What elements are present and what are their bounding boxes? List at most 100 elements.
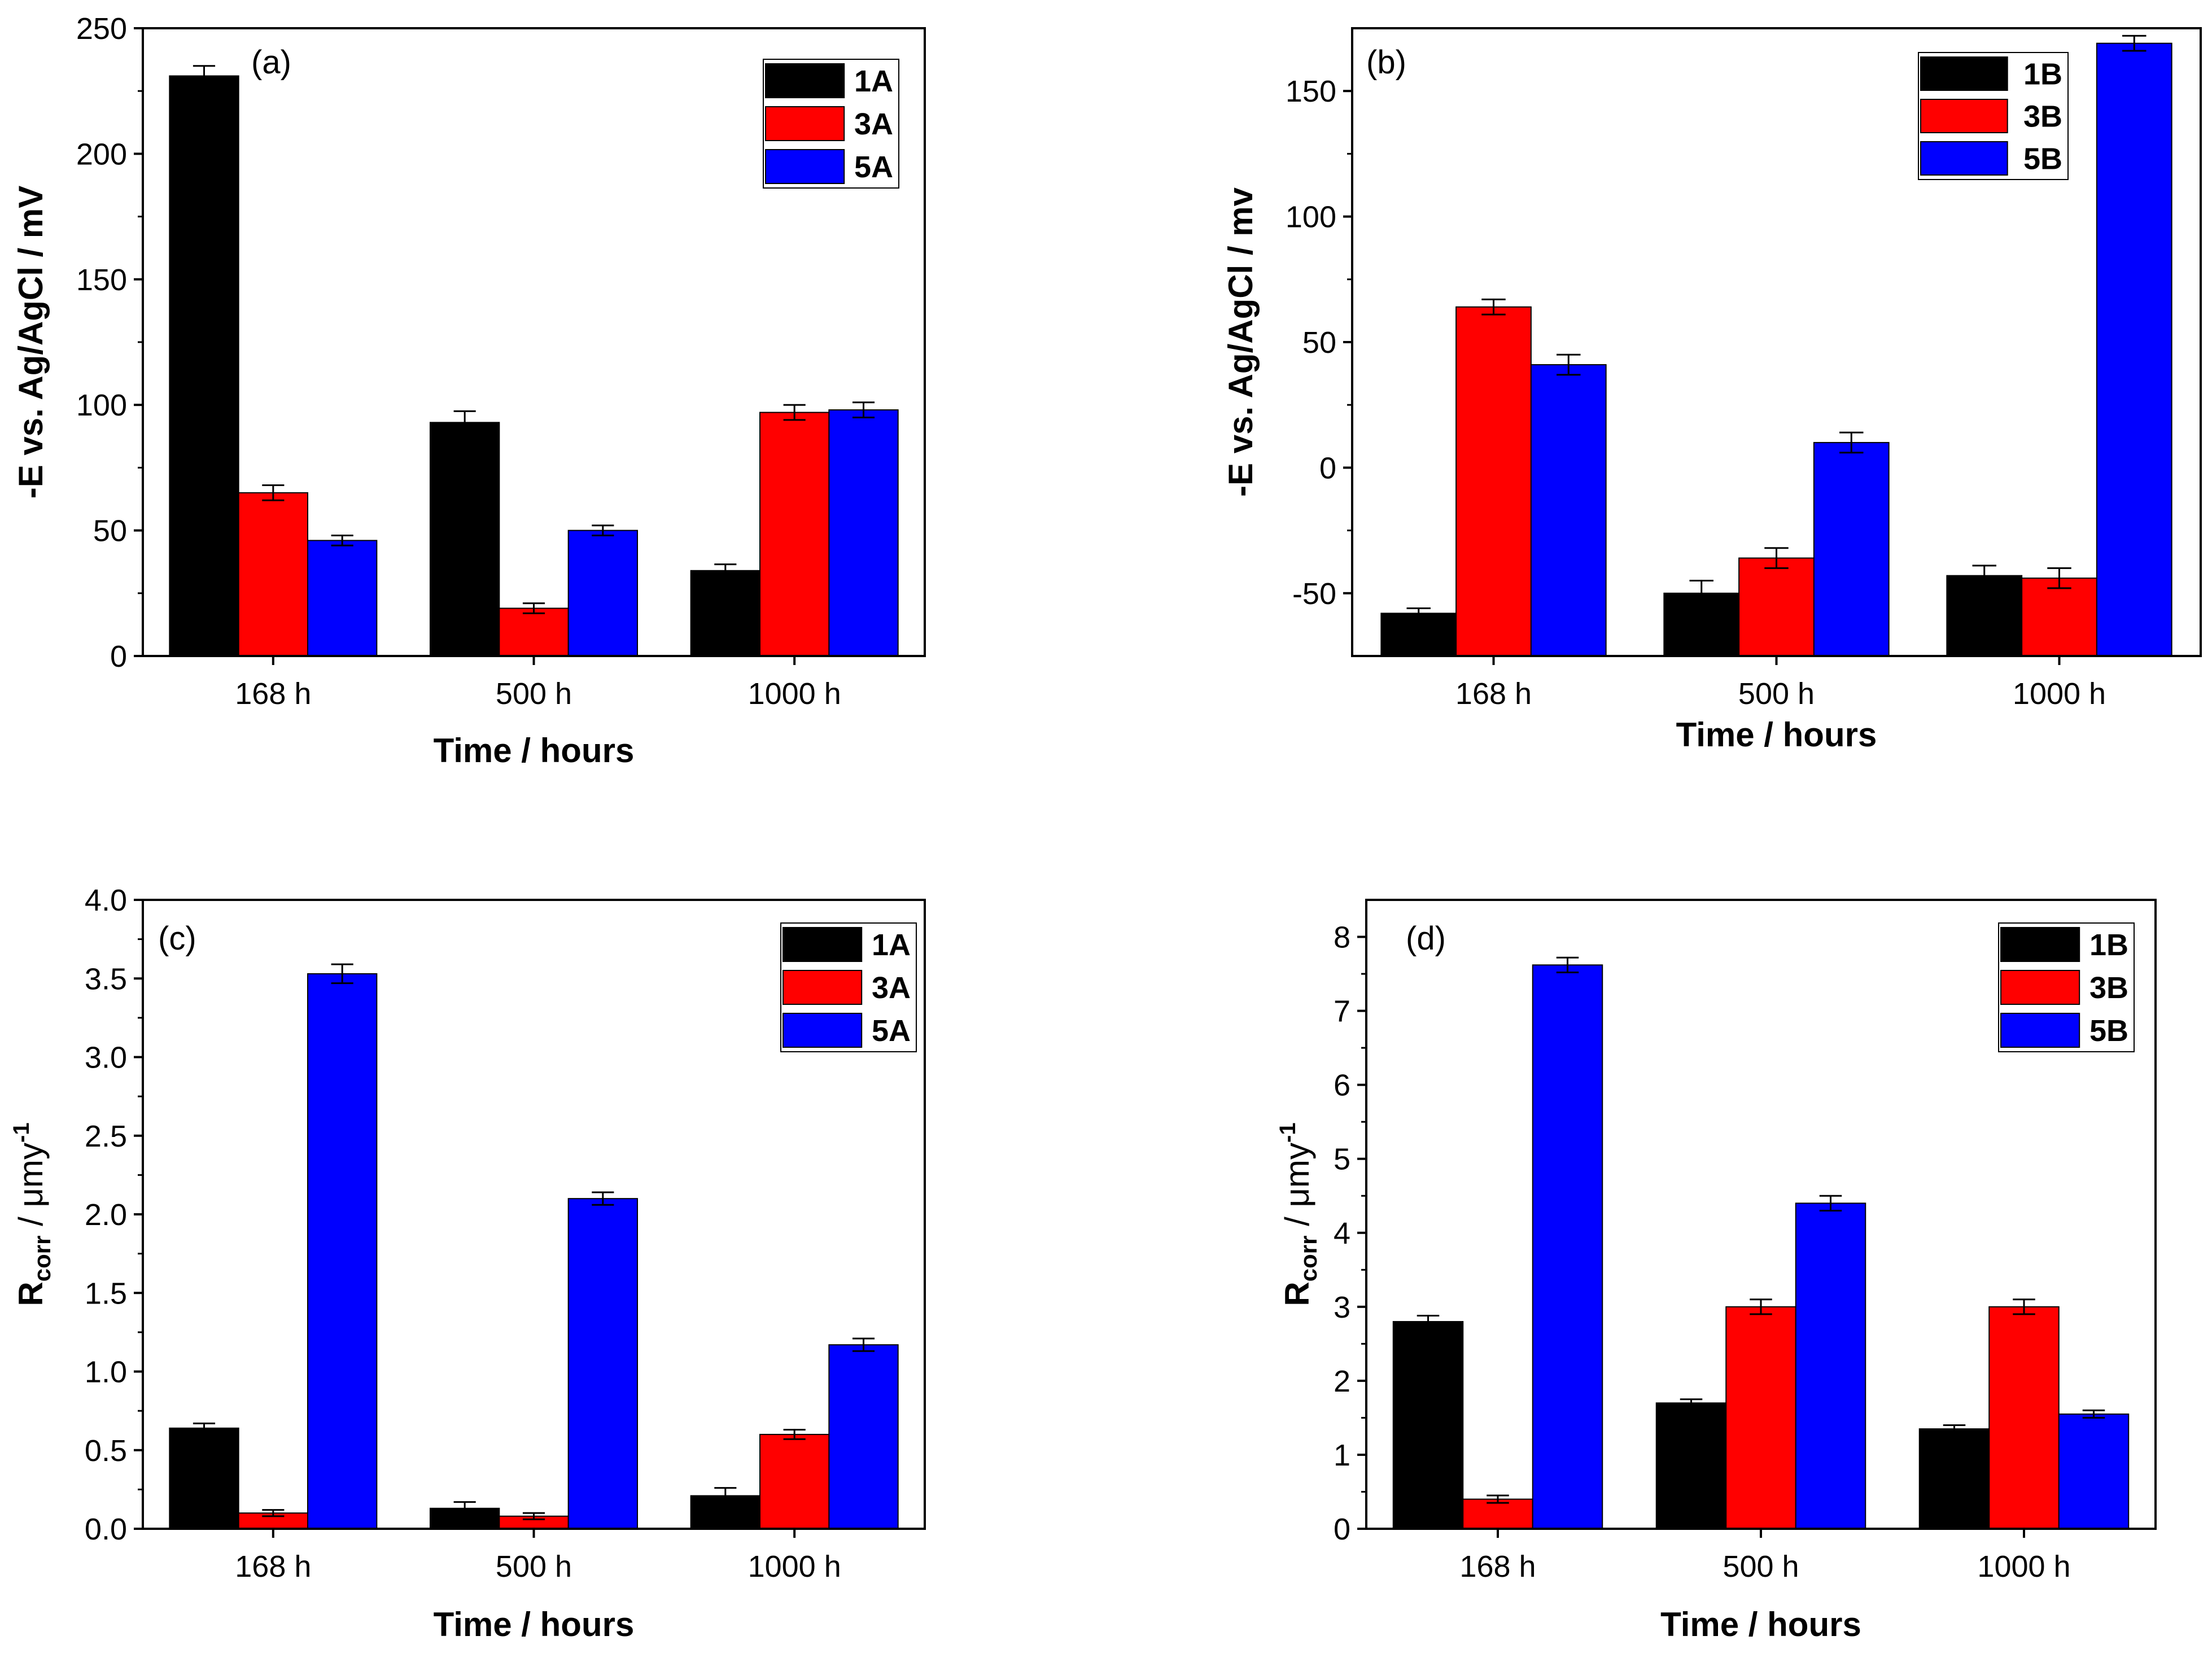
error-bar-5A-500h xyxy=(592,524,614,536)
error-bar-1B-500h xyxy=(1680,1398,1703,1408)
y-tick-label: 3.5 xyxy=(85,962,127,996)
error-bar-1B-500h xyxy=(1689,580,1713,607)
y-tick-label: 3.0 xyxy=(85,1041,127,1075)
legend-label-1A: 1A xyxy=(854,64,893,98)
chart-panel-4: 0 1 2 3 4 5 6 7 8 168 h 500 h 1000 h Time / hours Rco… xyxy=(1275,899,2157,1643)
panel-label: (a) xyxy=(251,44,291,81)
legend-label-5A: 5A xyxy=(854,150,893,184)
bar-5A-168h xyxy=(307,540,378,657)
bar-1A-168h xyxy=(169,1427,239,1530)
y-tick-label: 150 xyxy=(76,263,127,297)
x-tick-label: 168 h xyxy=(235,677,311,711)
y-tick-label: 1.5 xyxy=(85,1276,127,1310)
error-bar-5B-1000h xyxy=(2082,1409,2105,1419)
bar-5A-500h xyxy=(567,1198,639,1529)
bar-1B-168h xyxy=(1380,613,1457,657)
y-tick-label: 4.0 xyxy=(85,884,127,917)
x-tick-label: 1000 h xyxy=(748,1550,841,1584)
bar-5A-500h xyxy=(567,530,639,657)
y-tick-label: 200 xyxy=(76,137,127,171)
legend-label-5B: 5B xyxy=(2023,142,2062,176)
bar-3B-500h xyxy=(1725,1306,1796,1529)
x-tick-label: 500 h xyxy=(496,1550,572,1584)
legend-label-1A: 1A xyxy=(872,928,911,962)
legend-swatch-5A xyxy=(782,1013,863,1048)
y-tick-label: 150 xyxy=(1286,75,1336,108)
error-bar-5B-168h xyxy=(1556,956,1579,973)
bar-3A-1000h xyxy=(759,412,830,657)
y-tick-label: 7 xyxy=(1334,995,1350,1029)
bar-3A-168h xyxy=(238,492,309,657)
error-bar-1A-500h xyxy=(453,1501,476,1516)
error-bar-1A-168h xyxy=(193,65,216,87)
legend-swatch-3A xyxy=(782,970,863,1005)
bar-5B-168h xyxy=(1530,364,1607,657)
error-bar-3B-500h xyxy=(1764,547,1789,569)
error-bar-1B-168h xyxy=(1406,607,1431,619)
error-bar-3B-168h xyxy=(1481,298,1506,316)
error-bar-1A-500h xyxy=(453,410,476,435)
y-tick-label: 8 xyxy=(1334,921,1350,955)
legend-swatch-3B xyxy=(1920,99,2008,133)
y-tick-label: 50 xyxy=(1302,326,1336,360)
error-bar-5B-168h xyxy=(1557,353,1581,376)
y-tick-label: 0.5 xyxy=(85,1434,127,1468)
error-bar-3A-500h xyxy=(522,1512,545,1520)
chart-panel-2: -50 0 50 100 150 168 h 500 h 1000 h Time / hours… xyxy=(1222,27,2202,754)
y-axis-title: Rcorr / μmy-1 xyxy=(9,1122,55,1306)
bar-3B-500h xyxy=(1738,557,1815,657)
legend-label-1B: 1B xyxy=(2023,58,2062,91)
y-tick-label: 2 xyxy=(1334,1364,1350,1398)
bar-5B-500h xyxy=(1795,1202,1866,1529)
error-bar-1B-168h xyxy=(1417,1315,1440,1329)
y-tick-label: 2.0 xyxy=(85,1198,127,1232)
legend-label-3B: 3B xyxy=(2089,971,2128,1005)
bar-5A-1000h xyxy=(828,1344,899,1530)
y-tick-label: 1 xyxy=(1334,1438,1350,1472)
legend-swatch-5B xyxy=(2000,1013,2080,1048)
y-axis-title: -E vs. Ag/AgCl / mv xyxy=(1222,187,1260,497)
x-axis-title: Time / hours xyxy=(1660,1606,1861,1643)
x-tick-label: 500 h xyxy=(1738,677,1815,711)
error-bar-3B-1000h xyxy=(2013,1298,2035,1315)
bar-1B-168h xyxy=(1392,1321,1464,1530)
y-tick-label: 6 xyxy=(1334,1069,1350,1103)
y-tick-label: 0 xyxy=(1334,1512,1350,1546)
chart-panel-1: 0 50 100 150 200 250 168 h 500 h 1000 h Time / ho… xyxy=(12,12,926,769)
error-bar-3B-168h xyxy=(1487,1494,1509,1504)
x-axis-title: Time / hours xyxy=(434,1606,635,1643)
bar-5A-1000h xyxy=(828,409,899,657)
legend-label-5B: 5B xyxy=(2089,1014,2128,1048)
error-bar-1B-1000h xyxy=(1972,565,1996,587)
error-bar-5B-500h xyxy=(1839,431,1864,454)
panel-label: (b) xyxy=(1366,44,1406,81)
y-tick-label: 0 xyxy=(110,640,127,673)
x-tick-label: 168 h xyxy=(1459,1550,1536,1584)
legend-label-5A: 5A xyxy=(872,1014,911,1048)
error-bar-3A-168h xyxy=(262,484,285,501)
x-tick-label: 1000 h xyxy=(748,677,841,711)
error-bar-1A-168h xyxy=(193,1422,216,1434)
error-bar-1B-1000h xyxy=(1943,1424,1966,1434)
error-bar-5A-1000h xyxy=(852,401,875,418)
legend-label-1B: 1B xyxy=(2089,928,2128,962)
legend-label-3A: 3A xyxy=(872,971,911,1005)
error-bar-1A-1000h xyxy=(714,1487,737,1504)
error-bar-5B-1000h xyxy=(2122,34,2147,52)
y-tick-label: 4 xyxy=(1334,1217,1350,1250)
bar-3A-500h xyxy=(499,607,569,657)
bar-3B-1000h xyxy=(1988,1306,2060,1529)
bar-3B-168h xyxy=(1455,306,1532,657)
y-tick-label: 5 xyxy=(1334,1143,1350,1176)
y-tick-label: 0 xyxy=(1319,451,1336,485)
bar-1B-500h xyxy=(1655,1402,1727,1529)
y-axis-title: -E vs. Ag/AgCl / mV xyxy=(12,186,50,499)
y-tick-label: 3 xyxy=(1334,1291,1350,1324)
y-tick-label: 1.0 xyxy=(85,1355,127,1389)
legend-swatch-3A xyxy=(765,106,845,141)
x-axis-title: Time / hours xyxy=(1676,716,1877,754)
bar-5B-1000h xyxy=(2058,1413,2130,1530)
bar-1A-500h xyxy=(429,422,500,657)
y-tick-label: -50 xyxy=(1292,577,1336,611)
y-tick-label: 100 xyxy=(1286,200,1336,234)
